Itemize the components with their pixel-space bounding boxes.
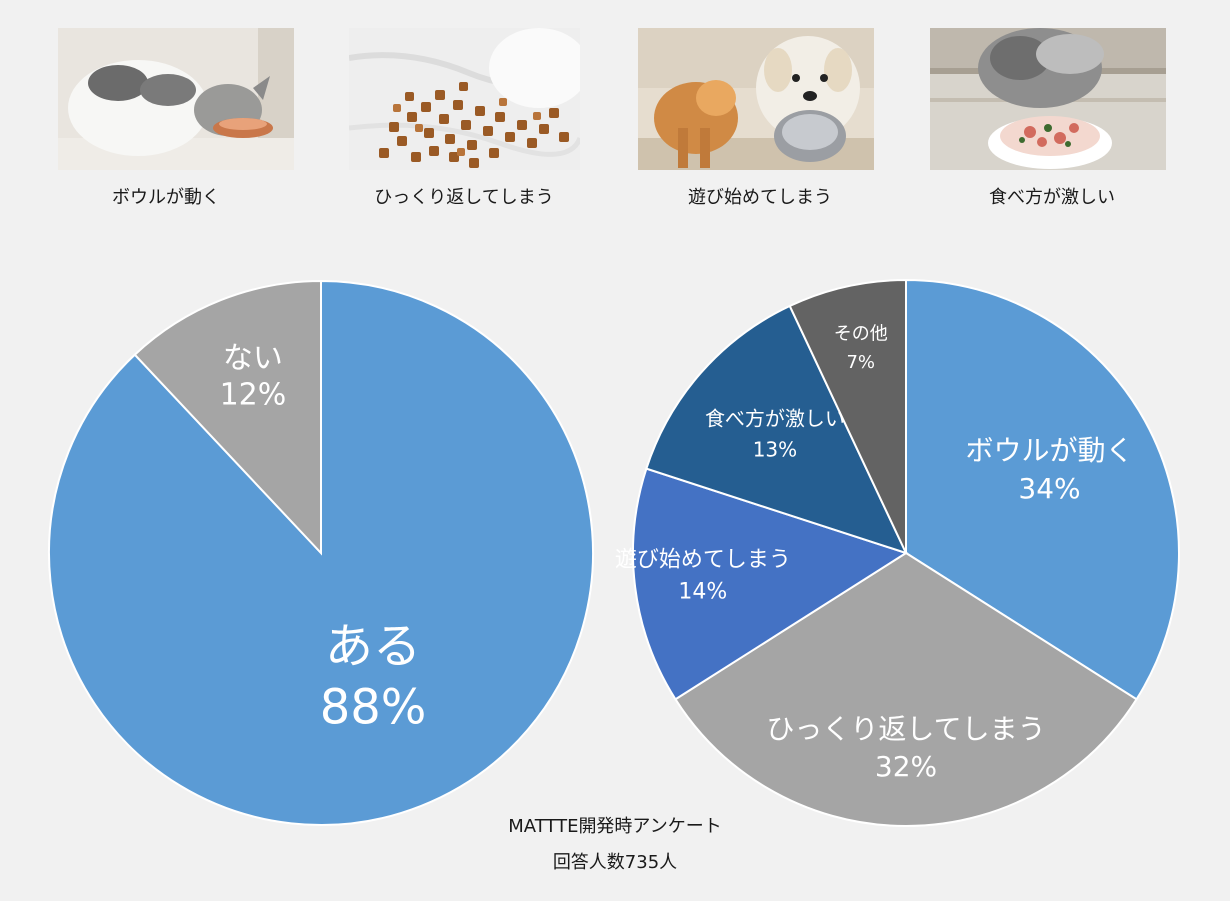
pie-slice: [632, 467, 909, 701]
caption-flip-over: ひっくり返してしまう: [374, 187, 554, 208]
photo-cat-food: [930, 28, 1166, 170]
pie-chart-problem-breakdown: ボウルが動く 34% ひっくり返してしまう 32% 遊び始めてしまう 14% 食べ方が激しい…: [615, 278, 1180, 827]
survey-source: MATTTE開発時アンケート: [508, 816, 722, 837]
slice-category-label: その他: [834, 324, 888, 345]
pie-slice: [133, 279, 322, 556]
slice-category-label: 遊び始めてしまう: [615, 548, 791, 573]
slice-category-label: ボウルが動く: [966, 434, 1134, 467]
slice-category-label: ない: [223, 341, 283, 376]
slice-category-label: 食べ方が激しい: [705, 406, 845, 430]
photo-cat-bowl: [58, 28, 294, 170]
slice-percent-label: 7%: [846, 352, 875, 373]
pie-slice: [674, 551, 1138, 827]
photo-row: ボウルが動く: [0, 0, 1230, 230]
caption-start-playing: 遊び始めてしまう: [688, 187, 832, 208]
slice-percent-label: 14%: [678, 579, 727, 604]
pie-slice: [905, 278, 1180, 701]
slice-percent-label: 88%: [320, 679, 427, 735]
pie-slice: [645, 304, 908, 555]
photo-spilled-kibble: [349, 28, 580, 170]
pie-slice: [788, 278, 907, 554]
caption-bowl-moves: ボウルが動く: [112, 187, 220, 208]
caption-eats-wildly: 食べ方が激しい: [989, 187, 1115, 208]
photo-dogs-bowl: [638, 28, 874, 170]
slice-percent-label: 12%: [220, 378, 287, 413]
slice-percent-label: 34%: [1018, 472, 1080, 505]
slice-percent-label: 32%: [875, 750, 937, 783]
slice-category-label: ひっくり返してしまう: [766, 712, 1045, 745]
slice-category-label: ある: [325, 619, 421, 675]
respondent-count: 回答人数735人: [552, 852, 678, 873]
slice-percent-label: 13%: [753, 437, 797, 461]
